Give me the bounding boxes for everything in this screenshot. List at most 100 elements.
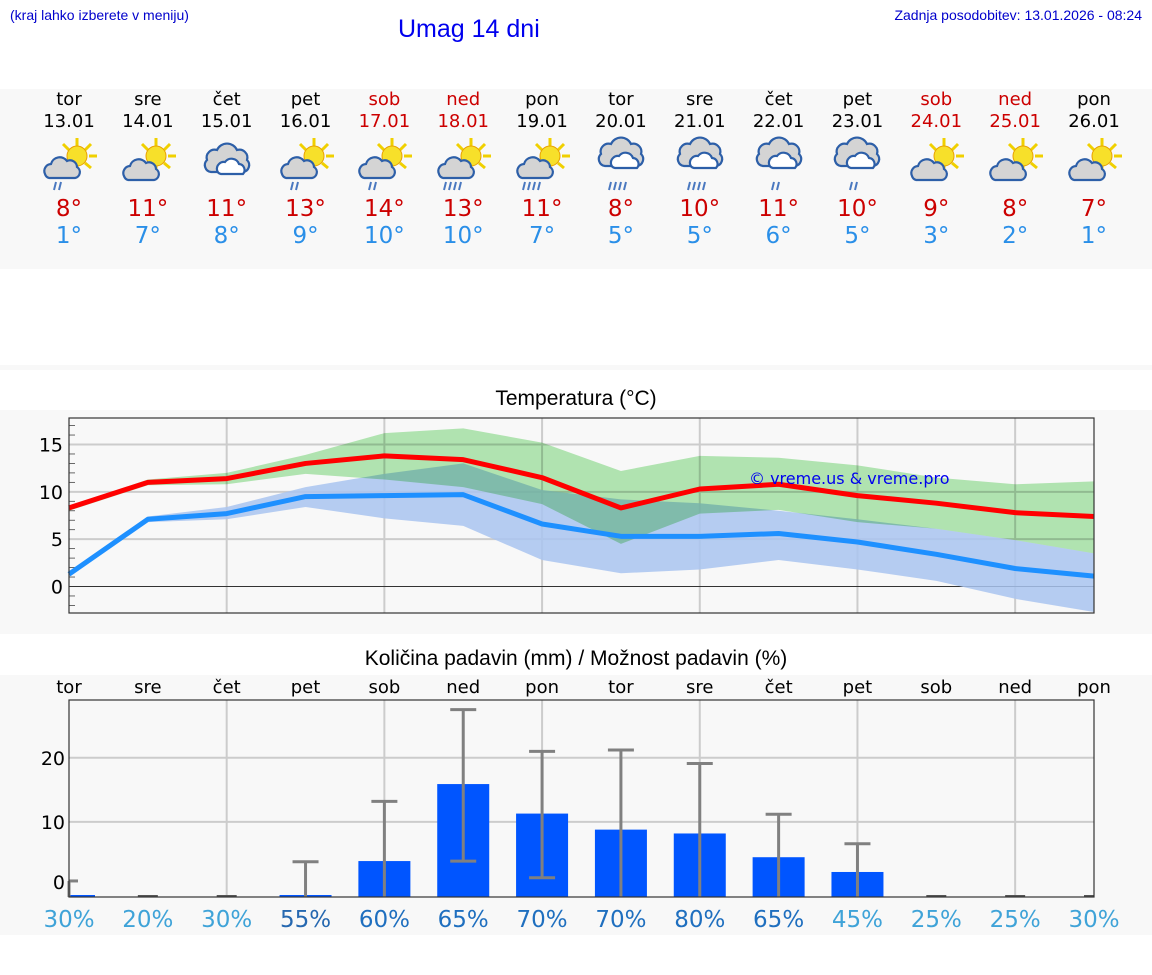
day-column: tor 20.01 8° 5°: [582, 89, 660, 249]
partly-cloudy-light-rain-icon: [30, 133, 108, 195]
max-temp: 9°: [923, 196, 950, 222]
min-temp-line: [67, 492, 1095, 579]
day-label: ned: [998, 677, 1032, 698]
partly-cloudy-icon: [1055, 133, 1133, 195]
partly-cloudy-icon: [109, 133, 187, 195]
page-title: Umag 14 dni: [398, 15, 540, 43]
day-date: 26.01: [1068, 111, 1120, 132]
cloudy-rain-icon: [582, 133, 660, 195]
day-column: pon 19.01 11° 7°: [503, 89, 581, 249]
precip-probability: 60%: [359, 907, 410, 933]
day-label: pet: [291, 677, 321, 698]
day-column: ned 25.01 8° 2°: [976, 89, 1054, 249]
cloudy-light-rain-icon: [818, 133, 896, 195]
max-temp: 11°: [521, 196, 563, 222]
max-temp: 13°: [285, 196, 326, 222]
day-column: pet 23.01 10° 5°: [818, 89, 896, 249]
max-temp: 11°: [758, 196, 799, 222]
min-temp: 5°: [607, 223, 634, 249]
day-name: sob: [368, 89, 401, 110]
cloudy-icon: [188, 133, 266, 195]
min-temp: 1°: [55, 223, 83, 249]
y-tick-label: 5: [51, 529, 63, 551]
temperature-chart: 0 5 10 15 © vreme.us & vreme.pro: [39, 417, 1095, 614]
max-temp: 10°: [837, 196, 878, 222]
day-name: ned: [446, 89, 481, 110]
day-date: 22.01: [752, 111, 805, 132]
day-name: sob: [920, 89, 953, 110]
max-temp: 11°: [206, 196, 248, 222]
min-temp: 5°: [844, 223, 871, 249]
precip-probability: 65%: [753, 907, 804, 933]
day-date: 14.01: [122, 111, 174, 132]
partly-cloudy-icon: [976, 133, 1054, 195]
day-date: 21.01: [674, 111, 726, 132]
y-tick-label: 20: [41, 748, 65, 770]
day-date: 20.01: [595, 111, 647, 132]
min-temp: 8°: [213, 223, 240, 249]
day-column: tor 13.01 8° 1°: [30, 89, 108, 249]
day-name: pet: [842, 89, 873, 110]
precip-probability: 30%: [1068, 907, 1119, 933]
min-temp: 1°: [1080, 223, 1108, 249]
location-hint: (kraj lahko izberete v meniju): [10, 7, 189, 23]
precip-probability: 25%: [990, 907, 1041, 933]
day-date: 19.01: [516, 111, 568, 132]
sun-icon: [929, 138, 965, 172]
day-column: sre 14.01 11° 7°: [109, 89, 187, 249]
precip-probability: 30%: [43, 907, 94, 933]
separator: [0, 365, 1152, 370]
partly-cloudy-light-rain-icon: [267, 133, 345, 195]
min-temp: 7°: [134, 223, 161, 249]
precip-probability: 30%: [201, 907, 252, 933]
day-name: pon: [525, 89, 559, 110]
day-column: pon 26.01 7° 1°: [1055, 89, 1133, 249]
y-tick-label: 15: [39, 435, 63, 457]
day-label: pon: [1077, 677, 1111, 698]
min-temp: 7°: [528, 223, 556, 249]
temperature-chart-title: Temperatura (°C): [495, 387, 657, 410]
day-date: 23.01: [831, 111, 884, 132]
max-temp: 10°: [679, 196, 721, 222]
y-tick-label: 0: [51, 576, 63, 598]
day-date: 17.01: [358, 111, 411, 132]
max-temp: 13°: [442, 196, 484, 222]
max-temp: 14°: [363, 196, 405, 222]
cloudy-rain-icon: [661, 133, 739, 195]
precip-probability: 65%: [438, 907, 489, 933]
max-temp: 11°: [127, 196, 169, 222]
precipitation-chart: 0 10 20 tor sre čet pet sob ned pon tor sre čet pet so…: [41, 677, 1120, 933]
day-column: sre 21.01 10° 5°: [661, 89, 739, 249]
day-name: tor: [56, 89, 82, 110]
day-column: ned 18.01 13° 10°: [424, 89, 502, 249]
day-label: ned: [446, 677, 480, 698]
max-temp: 8°: [55, 196, 83, 222]
day-label: sob: [920, 677, 952, 698]
day-column: sob 24.01 9° 3°: [897, 89, 975, 249]
watermark: © vreme.us & vreme.pro: [749, 469, 950, 488]
precip-probability: 45%: [832, 907, 883, 933]
min-temp: 2°: [1002, 223, 1029, 249]
precip-probability: 20%: [122, 907, 173, 933]
last-updated: Zadnja posodobitev: 13.01.2026 - 08:24: [894, 7, 1142, 23]
max-temp-line: [68, 453, 1095, 519]
day-column: pet 16.01 13° 9°: [267, 89, 345, 249]
day-date: 25.01: [989, 111, 1041, 132]
day-name: tor: [608, 89, 634, 110]
precip-probability: 80%: [674, 907, 725, 933]
precip-probability: 25%: [911, 907, 962, 933]
cloudy-light-rain-icon: [740, 133, 818, 195]
max-temp: 8°: [607, 196, 634, 222]
partly-cloudy-rain-icon: [424, 133, 502, 195]
day-date: 16.01: [279, 111, 332, 132]
day-name: pet: [290, 89, 321, 110]
day-label: čet: [213, 677, 241, 698]
day-column: sob 17.01 14° 10°: [345, 89, 423, 249]
day-date: 15.01: [200, 111, 253, 132]
day-name: čet: [764, 89, 793, 110]
y-tick-label: 10: [41, 812, 65, 834]
min-temp: 9°: [292, 223, 319, 249]
max-temp: 8°: [1002, 196, 1029, 222]
day-column: čet 15.01 11° 8°: [188, 89, 266, 249]
day-label: sre: [134, 677, 161, 698]
